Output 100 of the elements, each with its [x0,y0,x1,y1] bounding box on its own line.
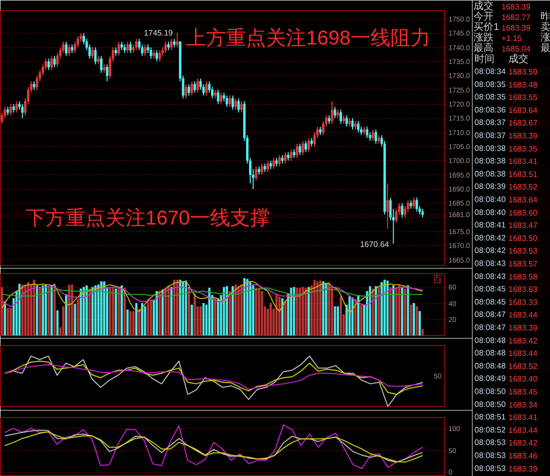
candlestick [194,80,196,94]
candlestick [94,46,97,65]
y-tick-label: 08:08:53 [474,464,506,473]
y-tick-label: 08:08:35 [474,80,506,89]
candlestick [298,143,302,156]
candlestick [65,41,68,56]
y-tick-label: 08:08:36 [474,105,506,114]
data-label: 1683.34 [508,400,538,410]
text: 涨跌 [474,32,494,44]
y-tick-label: 08:08:38 [474,144,506,153]
candlestick [240,100,243,113]
y-tick-label: 08:08:38 [474,156,506,166]
y-tick-label: 08:08:47 [474,310,506,320]
candlestick [10,104,12,116]
data-label: 1683.48 [508,80,538,90]
data-label: 1683.53 [508,246,538,256]
candlestick [188,84,190,96]
text: 1685.04 [502,44,531,54]
candlestick [176,32,178,48]
line-series [4,424,424,470]
y-tick-label: 08:08:53 [474,438,506,448]
candlestick [330,100,334,124]
candlestick [205,80,208,96]
text: 卖 [540,21,550,33]
data-label: 1683.46 [508,452,538,460]
text: 最高 [474,42,494,54]
data-label: 1683.42 [508,438,538,448]
candlestick [307,138,310,153]
candlestick [68,44,70,56]
y-tick-label: 08:08:52 [474,425,506,434]
y-tick-label: 08:08:40 [474,208,506,217]
y-tick-label: 08:08:40 [474,195,506,204]
candlestick [290,148,292,162]
candlestick [50,55,53,70]
data-label: 1683.39 [508,324,538,332]
y-tick-label: 08:08:48 [474,348,506,358]
y-tick-label: 08:08:34 [474,67,506,76]
line-series [1,287,424,297]
text: 1683.39 [502,2,531,12]
annotation: 下方重点关注1670一线支撑 [25,206,270,230]
y-tick-label: 08:08:38 [474,169,506,178]
y-tick-label: 08:08:42 [474,246,506,256]
candlestick [304,140,307,153]
candlestick [150,46,152,60]
y-tick-label: 08:08:50 [474,400,506,409]
data-label: 1683.44 [508,310,538,320]
data-label: 1683.67 [508,118,538,128]
candlestick [232,95,234,110]
candlestick [196,78,199,94]
candlestick [216,89,220,104]
y-tick-label: 08:08:42 [474,233,506,242]
candlestick [266,160,269,172]
candlestick [220,92,222,104]
y-tick-label: 08:08:37 [474,118,506,128]
y-tick-label: 08:08:35 [474,92,506,102]
y-tick-label: 08:08:53 [474,451,506,460]
candlestick [272,157,275,170]
text: 买价1 [474,21,500,33]
data-label: 1683.52 [508,182,538,192]
candlestick [345,114,348,128]
candlestick [135,38,138,51]
data-label: 1683.41 [508,157,538,166]
y-tick-label: 08:08:41 [474,220,506,230]
y-tick-label: 08:08:48 [474,336,506,345]
candlestick [129,41,132,54]
candlestick [156,50,158,62]
annotation: 1670.64 [360,240,390,249]
data-label: 1683.45 [508,388,538,396]
annotation: 上方重点关注1698一线阻力 [186,26,431,50]
line-series [1,284,424,308]
candlestick [91,46,94,60]
data-label: 1683.60 [508,208,538,218]
data-label: 1683.58 [508,272,538,282]
candlestick [170,38,173,51]
candlestick [260,163,264,176]
candlestick [228,95,232,108]
candlestick [334,106,336,119]
data-label: 1683.52 [508,362,538,371]
data-label: 1683.47 [508,221,538,230]
data-label: 1683.63 [508,285,538,294]
data-label: 1683.59 [508,68,538,76]
candlestick [400,202,404,218]
data-label: 1683.35 [508,144,538,154]
text: 涨 [540,32,550,44]
y-tick-label: 08:08:47 [474,323,506,332]
y-tick-label: 08:08:45 [474,297,506,306]
data-label: 1683.39 [508,464,538,474]
text: 昨 [540,10,550,22]
candlestick [237,98,240,113]
candlestick [21,104,24,119]
y-tick-label: 08:08:43 [474,259,506,268]
candlestick [374,129,378,144]
candlestick [254,166,258,181]
data-label: 1683.44 [508,426,538,435]
data-label: 1683.50 [508,234,538,243]
text: 1683.39 [502,24,531,32]
data-label: 1683.39 [508,132,538,140]
candlestick [106,64,108,82]
candlestick [126,41,129,54]
candlestick [118,41,120,56]
